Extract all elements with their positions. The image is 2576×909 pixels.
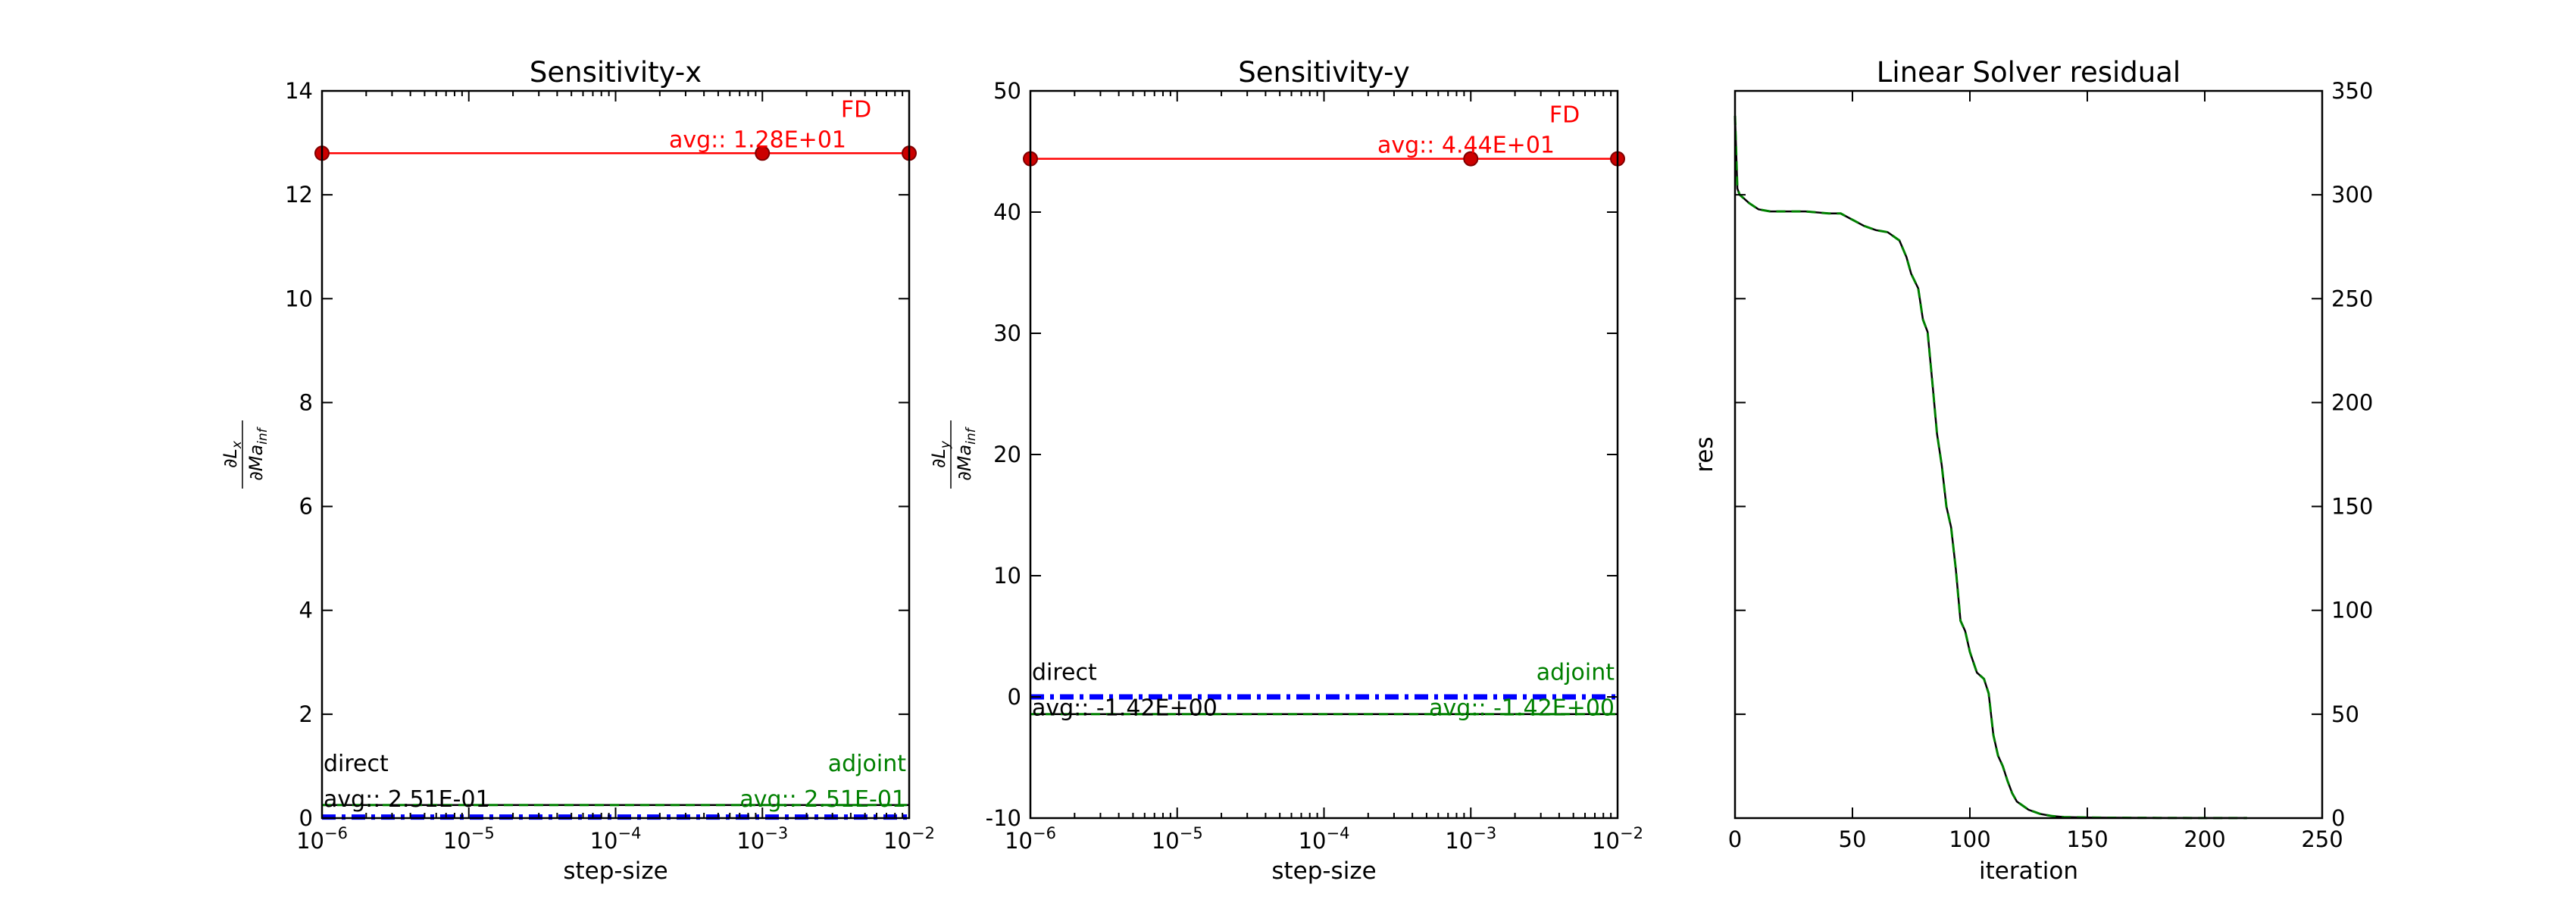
series-line-line-2 <box>1733 115 2247 820</box>
y-tick-label: 20 <box>993 442 1021 467</box>
annotation-value-direct: avg:: 2.51E-01 <box>324 786 490 813</box>
annotation-value-FD: avg:: 1.28E+01 <box>669 127 846 153</box>
annotation-label-adjoint: adjoint <box>828 751 906 777</box>
chart-title: Linear Solver residual <box>1877 56 2181 89</box>
x-axis-label: step-size <box>1271 857 1376 885</box>
y-axis-label-part: ∂Lx <box>220 440 245 468</box>
annotation-label-direct: direct <box>324 751 389 777</box>
y-tick-label: 0 <box>2331 805 2345 831</box>
x-axis-label: iteration <box>1979 857 2078 885</box>
annotation-label-FD: FD <box>1549 102 1580 129</box>
y-axis-label-part: ∂Ly <box>928 440 953 468</box>
x-tick-label: 200 <box>2184 826 2225 852</box>
y-tick-label: 6 <box>299 494 313 520</box>
y-tick-label: 0 <box>1008 684 1021 710</box>
chart-panel-1: Sensitivity-x 0 2 4 6 8 10 12 14 10−6 10−5 10−4 10−3… <box>220 56 935 885</box>
chart-panel-2: Sensitivity-y -10 0 10 20 30 40 50 10−6 10−5 10−4 1… <box>928 56 1643 885</box>
annotation-value-direct: avg:: -1.42E+00 <box>1032 695 1218 722</box>
y-tick-label: 8 <box>299 389 313 415</box>
x-axis-label: step-size <box>563 857 667 885</box>
x-tick-label: 10−2 <box>883 824 935 854</box>
y-tick-label: 150 <box>2331 494 2373 520</box>
y-tick-label: 200 <box>2331 389 2373 415</box>
x-tick-label: 10−5 <box>443 824 495 854</box>
y-axis-label-part: ∂Mainf <box>954 426 979 480</box>
x-tick-label: 150 <box>2066 826 2108 852</box>
chart-title: Sensitivity-y <box>1238 56 1410 89</box>
plot-frame <box>320 89 911 820</box>
x-tick-label: 50 <box>1839 826 1867 852</box>
y-axis-label: res <box>1691 436 1718 472</box>
annotation-value-adjoint: avg:: 2.51E-01 <box>739 786 906 813</box>
chart-title: Sensitivity-x <box>530 56 702 89</box>
y-tick-label: 250 <box>2331 286 2373 311</box>
x-tick-label: 10−6 <box>1005 824 1056 854</box>
data-point-FD <box>755 145 771 161</box>
y-tick-label: 2 <box>299 701 313 727</box>
x-tick-label: 10−3 <box>1445 824 1496 854</box>
x-tick-label: 10−3 <box>736 824 788 854</box>
chart-panel-3: Linear Solver residual 0 50 100 150 200 250 300… <box>1691 56 2373 885</box>
x-tick-label: 10−4 <box>590 824 642 854</box>
x-tick-label: 10−6 <box>296 824 348 854</box>
series-line-line-1 <box>1733 115 2247 820</box>
annotation-value-FD: avg:: 4.44E+01 <box>1377 133 1555 159</box>
y-tick-label: 4 <box>299 598 313 623</box>
y-tick-label: 300 <box>2331 182 2373 208</box>
y-axis-label-part: ∂Mainf <box>245 426 270 480</box>
annotation-label-FD: FD <box>841 96 871 123</box>
y-tick-label: 0 <box>299 805 313 831</box>
y-tick-label: 10 <box>285 286 313 311</box>
y-tick-label: 50 <box>2331 701 2359 727</box>
y-tick-label: -10 <box>986 805 1021 831</box>
x-tick-label: 100 <box>1949 826 1990 852</box>
y-tick-label: 10 <box>993 563 1021 589</box>
y-tick-label: 350 <box>2331 78 2373 104</box>
y-tick-label: 30 <box>993 320 1021 346</box>
annotation-label-adjoint: adjoint <box>1537 660 1615 686</box>
x-tick-label: 10−2 <box>1592 824 1643 854</box>
x-tick-label: 10−4 <box>1299 824 1350 854</box>
y-tick-label: 100 <box>2331 598 2373 623</box>
annotation-value-adjoint: avg:: -1.42E+00 <box>1429 695 1615 722</box>
y-tick-label: 50 <box>993 78 1021 104</box>
y-tick-label: 14 <box>285 78 313 104</box>
annotation-label-direct: direct <box>1032 660 1097 686</box>
y-axis-label: ∂Ly ∂Mainf <box>928 420 979 489</box>
x-tick-label: 0 <box>1728 826 1742 852</box>
y-axis-label: ∂Lx ∂Mainf <box>220 420 270 489</box>
plot-frame <box>1733 89 2324 820</box>
data-point-FD <box>1463 151 1479 167</box>
x-tick-label: 250 <box>2301 826 2343 852</box>
y-tick-label: 40 <box>993 199 1021 225</box>
y-tick-label: 12 <box>285 182 313 208</box>
x-tick-label: 10−5 <box>1152 824 1203 854</box>
